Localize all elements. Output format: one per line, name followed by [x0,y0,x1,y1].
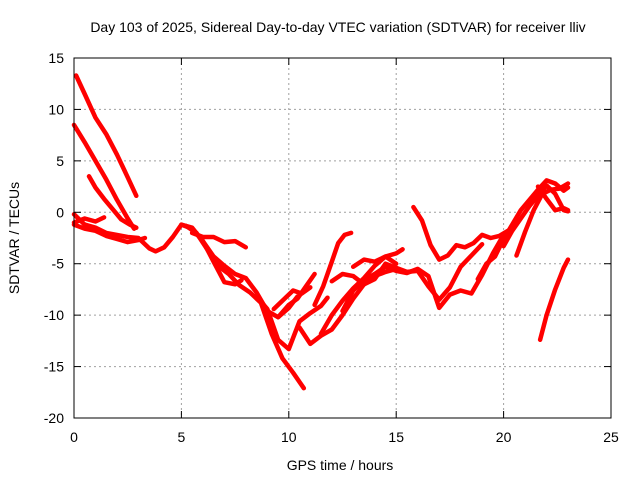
series-line-arc-3 [86,174,139,230]
series-line-arc-12 [271,285,313,312]
x-tick-label: 25 [603,429,619,445]
y-tick-label: 15 [48,50,64,66]
y-tick-label: -5 [52,256,65,272]
tick-labels: 0 5 10 15 20 25 -20 -15 -10 -5 0 5 10 15 [44,50,619,445]
data-series [71,73,571,391]
x-tick-label: 5 [178,429,186,445]
x-tick-label: 20 [496,429,512,445]
series-line-arc-17 [340,232,506,314]
y-tick-label: 5 [56,153,64,169]
series-line-arc-8 [183,223,307,391]
series-line-arc-11 [275,271,317,320]
series-line-arc-18 [350,254,399,270]
series-line-arc-19 [411,204,511,262]
series-line-arc-14 [312,230,354,308]
series-line-arc-10 [254,294,330,352]
axis-ticks [73,57,612,419]
x-tick-label: 15 [388,429,404,445]
y-tick-label: -15 [44,359,64,375]
y-axis-label: SDTVAR / TECUs [6,182,22,294]
series-line-arc-24 [537,257,571,343]
series-line-arc-6 [71,215,107,225]
y-tick-label: -20 [44,410,64,426]
y-tick-label: 0 [56,204,64,220]
y-tick-label: -10 [44,307,64,323]
x-tick-label: 10 [281,429,297,445]
x-tick-label: 0 [70,429,78,445]
plot-frame [73,57,612,419]
series-line-arc-20 [475,178,571,282]
series-line-arc-5 [71,222,148,245]
series-line-arc-2 [71,122,137,231]
chart-title: Day 103 of 2025, Sidereal Day-to-day VTE… [90,19,585,35]
series-line-arc-9 [189,230,249,250]
y-tick-label: 10 [48,101,64,117]
series-line-arc-1 [73,73,139,199]
series-line-arc-21 [501,183,571,249]
x-axis-label: GPS time / hours [287,457,394,473]
series-line-arc-23 [535,184,571,213]
